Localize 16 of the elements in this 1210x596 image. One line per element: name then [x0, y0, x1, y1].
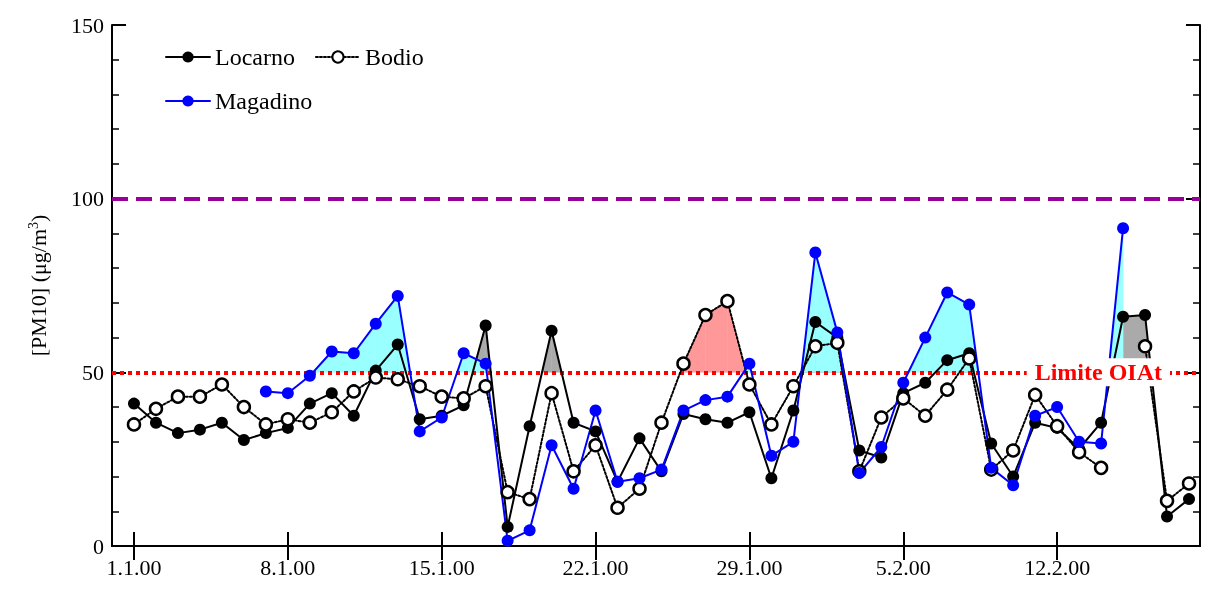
- ref-line-label: Limite OIAt: [1034, 359, 1163, 386]
- x-tick-label: 22.1.00: [562, 554, 629, 580]
- x-tick-label: 29.1.00: [716, 554, 783, 580]
- x-tick-label: 1.1.00: [106, 554, 162, 580]
- y-axis-title: [PM10] (μg/m3): [25, 214, 51, 357]
- x-tick-label: 15.1.00: [408, 554, 475, 580]
- legend-label: Bodio: [364, 44, 424, 70]
- y-tick-label: 100: [71, 186, 104, 212]
- y-tick-label: 50: [82, 359, 104, 385]
- x-tick-label: 12.2.00: [1024, 554, 1091, 580]
- y-tick-label: 150: [71, 12, 104, 38]
- y-tick-label: 0: [93, 533, 104, 559]
- x-tick-label: 5.2.00: [875, 554, 931, 580]
- legend-label: Locarno: [215, 44, 295, 70]
- x-tick-label: 8.1.00: [260, 554, 316, 580]
- legend-label: Magadino: [215, 88, 313, 114]
